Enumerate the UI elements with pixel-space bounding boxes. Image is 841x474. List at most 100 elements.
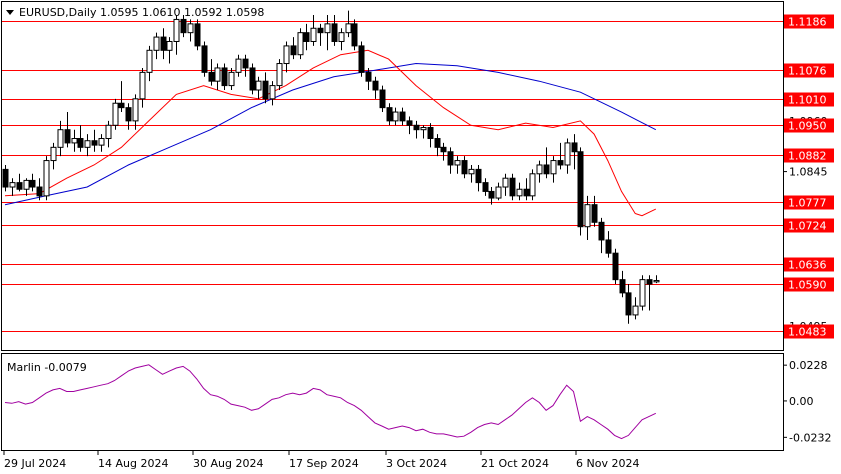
candle (550, 156, 557, 183)
oscillator-axis: 0.0228 0.00 -0.0232 (783, 359, 831, 444)
candle (379, 85, 386, 113)
level-label-bg (784, 14, 834, 29)
candle (440, 142, 447, 161)
candle (57, 120, 64, 157)
candle (180, 15, 187, 38)
candle (242, 54, 249, 77)
candle (365, 67, 372, 90)
candle (208, 59, 215, 86)
oscillator-tick-label: 0.0228 (789, 359, 828, 372)
candle (406, 116, 413, 135)
candle (297, 28, 304, 60)
candle (324, 15, 331, 51)
slow-ma-line (4, 62, 657, 206)
level-label: 1.0724 (788, 220, 827, 233)
candle (43, 156, 50, 201)
level-label: 1.0590 (788, 279, 827, 292)
candle (345, 10, 352, 38)
level-label-bg (784, 324, 834, 339)
candle (386, 103, 393, 126)
candle (646, 275, 653, 311)
candle (262, 72, 269, 104)
level-label-bg (784, 277, 834, 292)
candle (543, 147, 550, 179)
candle (577, 147, 584, 236)
candle (571, 134, 578, 170)
candle (125, 103, 132, 130)
candle (310, 15, 317, 46)
candle (146, 45, 153, 82)
candle (482, 178, 489, 196)
candle (625, 284, 632, 324)
candle (338, 28, 345, 51)
candle (351, 19, 358, 51)
candle (16, 173, 23, 192)
candle (639, 275, 646, 311)
candle (201, 41, 208, 77)
time-tick-label: 3 Oct 2024 (386, 457, 447, 470)
candle (160, 28, 167, 60)
time-tick-label: 29 Jul 2024 (4, 457, 66, 470)
candle (36, 178, 43, 201)
candle (331, 15, 338, 46)
time-tick-label: 6 Nov 2024 (576, 457, 639, 470)
oscillator (4, 364, 657, 440)
candle (153, 32, 160, 60)
candle (118, 81, 125, 113)
time-tick-label: 30 Aug 2024 (193, 457, 263, 470)
level-label: 1.1186 (788, 16, 827, 29)
candle (71, 129, 78, 152)
candle (434, 134, 441, 157)
candle (221, 63, 228, 90)
candle (290, 37, 297, 60)
candle (392, 107, 399, 126)
candle (564, 138, 571, 174)
candle (132, 94, 139, 130)
candle (255, 76, 262, 99)
level-labels: 1.1186 1.1076 1.1010 1.0950 1.0882 1.0777 1.07… (784, 14, 834, 339)
level-label-bg (784, 195, 834, 210)
time-tick-label: 17 Sep 2024 (289, 457, 359, 470)
candle (64, 112, 71, 148)
candle (187, 19, 194, 42)
candle (228, 67, 235, 90)
candle (653, 275, 660, 284)
fast-ma-line (4, 49, 657, 217)
oscillator-pane-frame (1, 353, 784, 451)
time-axis: 29 Jul 2024 14 Aug 2024 30 Aug 2024 17 Sep … (3, 451, 639, 470)
candle (529, 169, 536, 201)
candle (91, 129, 98, 152)
level-label-bg (784, 218, 834, 233)
candle (420, 125, 427, 139)
candle (447, 147, 454, 174)
oscillator-line (4, 364, 657, 440)
candle (50, 142, 57, 170)
candle (29, 173, 36, 192)
candle (84, 134, 91, 157)
level-label: 1.0483 (788, 326, 827, 339)
candle (249, 63, 256, 95)
price-tick-label: 1.0845 (789, 166, 828, 179)
candle (461, 156, 468, 179)
main-pane-frame (1, 1, 784, 351)
candle (502, 173, 509, 196)
candle (584, 195, 591, 240)
level-label-bg (784, 63, 834, 78)
triangle-down-icon[interactable] (6, 10, 14, 15)
candle (358, 41, 365, 77)
candle (105, 120, 112, 148)
level-label: 1.0950 (788, 120, 827, 133)
level-label: 1.0777 (788, 197, 827, 210)
candle (112, 98, 119, 130)
candle (488, 187, 495, 205)
candle (413, 120, 420, 139)
level-label: 1.0882 (788, 150, 827, 163)
candle (399, 107, 406, 126)
candle (454, 156, 461, 174)
candle (269, 81, 276, 106)
candle (283, 41, 290, 73)
candles (2, 10, 660, 324)
level-label-bg (784, 118, 834, 133)
moving-averages (4, 49, 657, 217)
